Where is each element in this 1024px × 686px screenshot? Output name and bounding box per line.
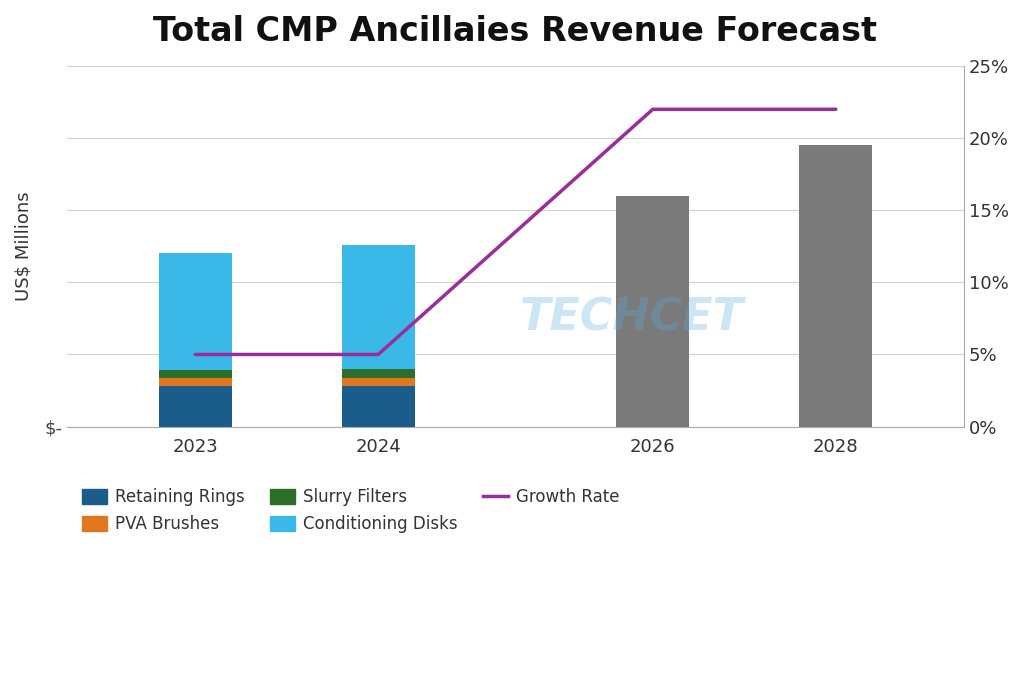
Bar	[342, 386, 415, 427]
Bar	[342, 377, 415, 386]
Title: Total CMP Ancillaies Revenue Forecast: Total CMP Ancillaies Revenue Forecast	[154, 15, 878, 48]
Legend: Retaining Rings, PVA Brushes, Slurry Filters, Conditioning Disks, Growth Rate: Retaining Rings, PVA Brushes, Slurry Fil…	[76, 482, 627, 539]
Bar	[800, 145, 872, 427]
Bar	[159, 386, 231, 427]
Bar	[159, 377, 231, 386]
Text: TECHCET: TECHCET	[520, 297, 744, 340]
Bar	[342, 369, 415, 377]
Y-axis label: US$ Millions: US$ Millions	[15, 191, 33, 301]
Bar	[616, 196, 689, 427]
Bar	[159, 254, 231, 370]
Bar	[342, 245, 415, 369]
Bar	[159, 370, 231, 377]
